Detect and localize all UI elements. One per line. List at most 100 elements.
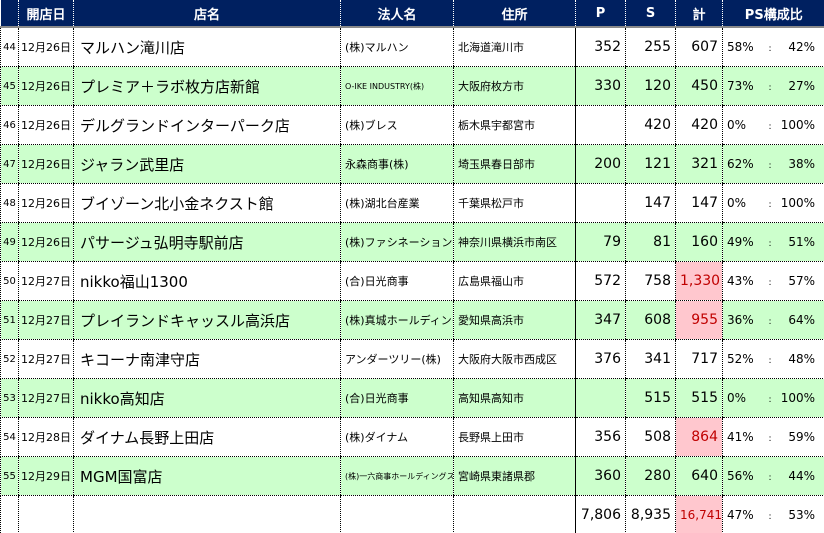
p-count-cell[interactable] [575, 105, 626, 145]
s-total-cell[interactable]: 8,935 [625, 495, 676, 533]
row-number-cell[interactable]: 49 [0, 222, 19, 262]
address-cell[interactable]: 大阪府枚方市 [453, 66, 576, 106]
s-count-cell[interactable]: 147 [625, 183, 676, 223]
grand-total-cell[interactable]: 16,741 [675, 495, 723, 533]
row-number-cell[interactable]: 51 [0, 300, 19, 340]
s-count-cell[interactable]: 81 [625, 222, 676, 262]
ps-ratio-cell[interactable]: 43%: 57% [722, 261, 824, 301]
row-number-cell[interactable]: 47 [0, 144, 19, 184]
p-count-cell[interactable]: 200 [575, 144, 626, 184]
store-name-cell[interactable]: キコーナ南津守店 [73, 339, 341, 379]
corporation-cell[interactable]: O-IKE INDUSTRY(株) [340, 66, 454, 106]
total-count-cell[interactable]: 515 [675, 378, 723, 418]
s-count-cell[interactable]: 120 [625, 66, 676, 106]
total-count-cell[interactable]: 864 [675, 417, 723, 457]
address-cell[interactable]: 大阪府大阪市西成区 [453, 339, 576, 379]
open-date-cell[interactable]: 12月26日 [18, 66, 74, 106]
p-count-cell[interactable]: 352 [575, 27, 626, 67]
header-total[interactable]: 計 [675, 0, 723, 28]
header-ps-ratio[interactable]: PS構成比 [722, 0, 824, 28]
header-s[interactable]: S [625, 0, 676, 28]
open-date-cell[interactable]: 12月26日 [18, 27, 74, 67]
s-count-cell[interactable]: 758 [625, 261, 676, 301]
total-count-cell[interactable]: 717 [675, 339, 723, 379]
open-date-cell[interactable]: 12月26日 [18, 105, 74, 145]
p-count-cell[interactable]: 356 [575, 417, 626, 457]
address-cell[interactable]: 北海道滝川市 [453, 27, 576, 67]
s-count-cell[interactable]: 608 [625, 300, 676, 340]
address-cell[interactable]: 宮崎県東諸県郡 [453, 456, 576, 496]
ps-ratio-cell[interactable]: 52%: 48% [722, 339, 824, 379]
row-number-cell[interactable]: 45 [0, 66, 19, 106]
open-date-cell[interactable]: 12月27日 [18, 339, 74, 379]
open-date-cell[interactable]: 12月27日 [18, 261, 74, 301]
total-count-cell[interactable]: 607 [675, 27, 723, 67]
p-total-cell[interactable]: 7,806 [575, 495, 626, 533]
total-count-cell[interactable]: 1,330 [675, 261, 723, 301]
p-count-cell[interactable]: 330 [575, 66, 626, 106]
p-count-cell[interactable] [575, 378, 626, 418]
empty-cell[interactable] [0, 495, 19, 533]
open-date-cell[interactable]: 12月29日 [18, 456, 74, 496]
corporation-cell[interactable]: (株)真城ホールディングス [340, 300, 454, 340]
open-date-cell[interactable]: 12月26日 [18, 183, 74, 223]
total-count-cell[interactable]: 321 [675, 144, 723, 184]
corporation-cell[interactable]: (株)ダイナム [340, 417, 454, 457]
s-count-cell[interactable]: 255 [625, 27, 676, 67]
ps-ratio-cell[interactable]: 41%: 59% [722, 417, 824, 457]
s-count-cell[interactable]: 121 [625, 144, 676, 184]
store-name-cell[interactable]: ブイゾーン北小金ネクスト館 [73, 183, 341, 223]
open-date-cell[interactable]: 12月28日 [18, 417, 74, 457]
p-count-cell[interactable]: 572 [575, 261, 626, 301]
row-number-cell[interactable]: 48 [0, 183, 19, 223]
row-number-cell[interactable]: 55 [0, 456, 19, 496]
address-cell[interactable]: 神奈川県横浜市南区 [453, 222, 576, 262]
corporation-cell[interactable]: (株)マルハン [340, 27, 454, 67]
open-date-cell[interactable]: 12月27日 [18, 378, 74, 418]
empty-cell[interactable] [453, 495, 576, 533]
address-cell[interactable]: 愛知県高浜市 [453, 300, 576, 340]
store-name-cell[interactable]: ジャラン武里店 [73, 144, 341, 184]
corporation-cell[interactable]: (株)ファシネーション [340, 222, 454, 262]
corporation-cell[interactable]: (株)湖北台産業 [340, 183, 454, 223]
store-name-cell[interactable]: MGM国富店 [73, 456, 341, 496]
row-number-cell[interactable]: 54 [0, 417, 19, 457]
store-name-cell[interactable]: パサージュ弘明寺駅前店 [73, 222, 341, 262]
row-number-cell[interactable]: 50 [0, 261, 19, 301]
ps-ratio-cell[interactable]: 0%:100% [722, 378, 824, 418]
address-cell[interactable]: 高知県高知市 [453, 378, 576, 418]
p-count-cell[interactable]: 376 [575, 339, 626, 379]
p-count-cell[interactable] [575, 183, 626, 223]
empty-cell[interactable] [18, 495, 74, 533]
store-name-cell[interactable]: マルハン滝川店 [73, 27, 341, 67]
header-store-name[interactable]: 店名 [73, 0, 341, 28]
ps-ratio-cell[interactable]: 0%:100% [722, 105, 824, 145]
store-name-cell[interactable]: プレイランドキャッスル高浜店 [73, 300, 341, 340]
row-number-cell[interactable]: 52 [0, 339, 19, 379]
corporation-cell[interactable]: 永森商事(株) [340, 144, 454, 184]
header-address[interactable]: 住所 [453, 0, 576, 28]
total-count-cell[interactable]: 160 [675, 222, 723, 262]
s-count-cell[interactable]: 341 [625, 339, 676, 379]
ps-ratio-cell[interactable]: 47%: 53% [722, 495, 824, 533]
open-date-cell[interactable]: 12月26日 [18, 222, 74, 262]
corporation-cell[interactable]: (合)日光商事 [340, 378, 454, 418]
address-cell[interactable]: 栃木県宇都宮市 [453, 105, 576, 145]
corporation-cell[interactable]: (株)一六商事ホールディングス [340, 456, 454, 496]
row-number-cell[interactable]: 46 [0, 105, 19, 145]
address-cell[interactable]: 長野県上田市 [453, 417, 576, 457]
corporation-cell[interactable]: (株)ブレス [340, 105, 454, 145]
header-rownum[interactable] [0, 0, 19, 28]
ps-ratio-cell[interactable]: 56%: 44% [722, 456, 824, 496]
store-name-cell[interactable]: プレミア＋ラボ枚方店新館 [73, 66, 341, 106]
address-cell[interactable]: 埼玉県春日部市 [453, 144, 576, 184]
ps-ratio-cell[interactable]: 62%: 38% [722, 144, 824, 184]
ps-ratio-cell[interactable]: 58%: 42% [722, 27, 824, 67]
header-p[interactable]: P [575, 0, 626, 28]
address-cell[interactable]: 千葉県松戸市 [453, 183, 576, 223]
total-count-cell[interactable]: 147 [675, 183, 723, 223]
header-corporation[interactable]: 法人名 [340, 0, 454, 28]
empty-cell[interactable] [340, 495, 454, 533]
total-count-cell[interactable]: 640 [675, 456, 723, 496]
corporation-cell[interactable]: アンダーツリー(株) [340, 339, 454, 379]
